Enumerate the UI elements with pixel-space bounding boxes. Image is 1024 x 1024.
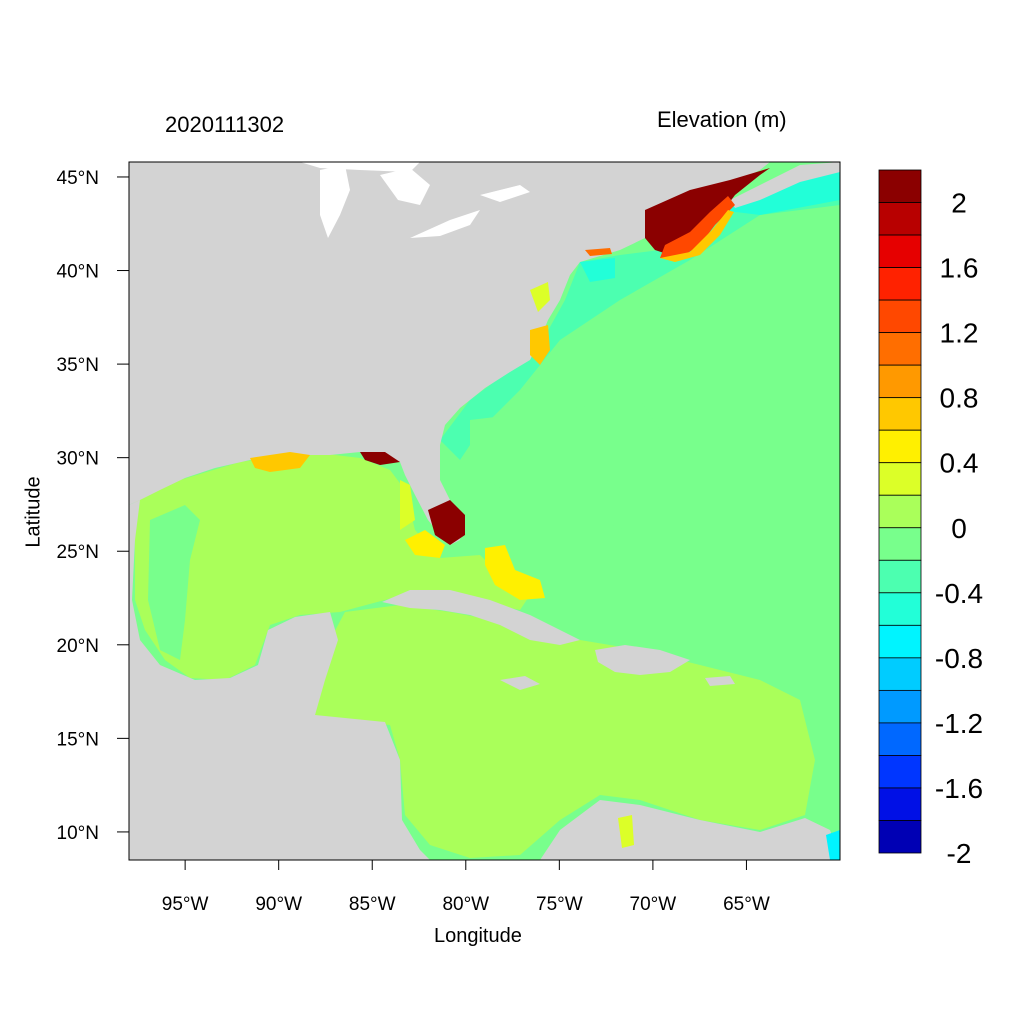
y-tick-label: 40°N <box>57 262 99 283</box>
colorbar-swatch <box>878 332 922 366</box>
new-york-bight <box>580 258 615 282</box>
colorbar-label: -1.2 <box>935 708 983 739</box>
surge-long-island <box>585 248 612 256</box>
x-tick-label: 95°W <box>162 894 209 915</box>
x-tick-label: 75°W <box>536 894 583 915</box>
surge-new-england-mid <box>660 196 735 258</box>
x-axis-label: Longitude <box>434 925 522 947</box>
lake-michigan <box>320 165 350 238</box>
colorbar-swatch <box>878 624 922 659</box>
surge-louisiana-coast <box>250 452 310 472</box>
y-axis-label: Latitude <box>22 476 45 548</box>
date-title: 2020111302 <box>165 112 285 137</box>
colorbar-swatch <box>878 299 922 334</box>
colorbar-label: 0.4 <box>940 448 979 479</box>
lake-erie <box>410 210 480 238</box>
colorbar-swatch <box>878 169 922 203</box>
colorbar-swatch <box>878 657 922 691</box>
surge-pamlico-sound <box>530 325 550 365</box>
y-tick-label: 20°N <box>57 636 99 657</box>
colorbar-swatch <box>878 462 922 496</box>
lake-huron <box>380 168 430 205</box>
jamaica-land <box>500 676 540 690</box>
map-area <box>129 162 840 860</box>
y-tick-label: 45°N <box>57 168 99 189</box>
cuba-land <box>382 590 580 645</box>
colorbar-swatch <box>878 364 922 399</box>
colorbar: 2 1.6 1.2 0.8 0.4 0 -0.4 -0.8 -1.2 -1.6 -2 <box>878 169 983 869</box>
plot-frame <box>128 161 841 861</box>
colorbar-label: -2 <box>947 838 972 869</box>
x-tick-label: 65°W <box>723 894 770 915</box>
lake-superior <box>300 162 420 172</box>
colorbar-swatch <box>878 820 922 854</box>
colorbar-label: 0.8 <box>940 383 979 414</box>
colorbar-label: -0.4 <box>935 578 983 609</box>
western-gulf-shelf <box>148 505 200 660</box>
lake-ontario <box>480 185 530 202</box>
surge-florida-gulf-coast <box>400 480 415 530</box>
variable-title: Elevation (m) <box>657 107 787 132</box>
colorbar-label: -0.8 <box>935 643 983 674</box>
x-tick-label: 80°W <box>442 894 489 915</box>
colorbar-swatch <box>878 689 922 724</box>
surge-new-england-low <box>660 210 734 262</box>
colorbar-swatch <box>878 397 922 431</box>
orinoco-outflow <box>826 830 840 860</box>
colorbar-swatch <box>878 559 922 594</box>
surge-big-bend <box>360 452 400 465</box>
lake-maracaibo <box>618 815 634 848</box>
x-tick-label: 90°W <box>255 894 302 915</box>
colorbar-label: -1.6 <box>935 773 983 804</box>
south-america-land <box>540 800 840 860</box>
y-tick-label: 15°N <box>57 729 99 750</box>
colorbar-label: 2 <box>951 188 967 219</box>
y-tick-label: 30°N <box>57 449 99 470</box>
mexico-central-america-land <box>129 500 430 860</box>
hispaniola-land <box>595 645 690 675</box>
colorbar-swatch <box>878 494 922 529</box>
x-axis: 95°W 90°W 85°W 80°W 75°W 70°W 65°W <box>162 860 770 915</box>
x-tick-label: 70°W <box>630 894 677 915</box>
surge-florida-bay <box>405 530 445 558</box>
y-tick-label: 10°N <box>57 823 99 844</box>
y-axis: 45°N 40°N 35°N 30°N 25°N 20°N 15°N 10°N <box>57 168 129 844</box>
x-tick-label: 85°W <box>349 894 396 915</box>
colorbar-swatch <box>878 527 922 561</box>
colorbar-swatch <box>878 755 922 789</box>
caribbean-sea <box>310 605 815 858</box>
surge-chesapeake <box>530 282 550 312</box>
colorbar-swatch <box>878 722 922 756</box>
colorbar-swatch <box>878 202 922 236</box>
colorbar-label: 1.6 <box>940 253 979 284</box>
colorbar-swatch <box>878 267 922 301</box>
colorbar-swatch <box>878 787 922 821</box>
colorbar-swatch <box>878 429 922 464</box>
surge-bahamas-bank <box>485 545 545 600</box>
y-tick-label: 25°N <box>57 542 99 563</box>
gulf-of-mexico <box>135 452 530 680</box>
nova-scotia-land <box>730 162 840 208</box>
surge-new-england-high <box>645 168 770 255</box>
y-tick-label: 35°N <box>57 355 99 376</box>
colorbar-swatch <box>878 234 922 268</box>
north-america-land <box>129 162 770 545</box>
colorbar-label: 0 <box>951 513 967 544</box>
surge-south-florida <box>428 500 465 545</box>
colorbar-swatch <box>878 592 922 626</box>
puerto-rico-land <box>705 676 735 686</box>
colorbar-label: 1.2 <box>940 318 979 349</box>
atlantic-open-zone <box>470 395 840 560</box>
